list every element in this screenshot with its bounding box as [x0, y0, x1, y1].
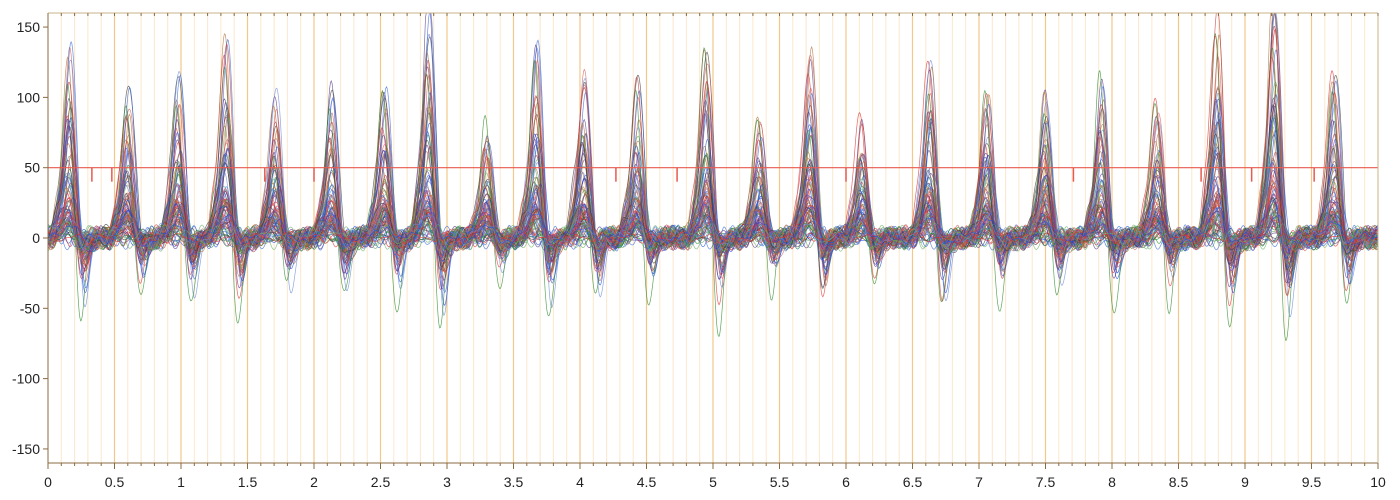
x-tick-label: 6.5: [903, 474, 923, 490]
series-line: [47, 12, 1378, 293]
x-tick-label: 0: [44, 474, 52, 490]
series-line: [47, 12, 1378, 288]
event-markers: [91, 167, 1315, 182]
x-tick-label: 8: [1108, 474, 1116, 490]
series-layer: [47, 12, 1378, 341]
y-tick-label: 150: [17, 19, 41, 35]
series-line: [47, 162, 1378, 251]
series-line: [47, 206, 1378, 247]
x-tick-label: 5.5: [770, 474, 790, 490]
x-tick-label: 4: [576, 474, 584, 490]
x-tick-label: 5: [709, 474, 717, 490]
series-line: [47, 181, 1378, 251]
y-tick-label: -100: [12, 371, 40, 387]
y-tick-label: -50: [20, 300, 40, 316]
series-line: [47, 104, 1378, 271]
x-ticks: 0 0.5 1 1.5 2 2.5 3 3.5 4 4.5 5 5.5 6 6.5 7 7.5 8 8.5 9 9.5…: [44, 13, 1386, 490]
x-tick-label: 7.5: [1036, 474, 1056, 490]
x-tick-label: 8.5: [1169, 474, 1189, 490]
x-tick-label: 0.5: [105, 474, 125, 490]
x-tick-label: 1.5: [238, 474, 258, 490]
x-tick-label: 3.5: [504, 474, 524, 490]
y-tick-label: 0: [32, 230, 40, 246]
x-tick-label: 2.5: [371, 474, 391, 490]
x-tick-label: 9: [1241, 474, 1249, 490]
x-tick-label: 3: [443, 474, 451, 490]
x-tick-label: 6: [842, 474, 850, 490]
x-tick-label: 9.5: [1302, 474, 1322, 490]
y-tick-label: 100: [17, 89, 41, 105]
series-line: [47, 186, 1378, 255]
series-line: [47, 179, 1378, 263]
x-tick-label: 4.5: [637, 474, 657, 490]
series-line: [47, 221, 1378, 253]
x-tick-label: 10: [1370, 474, 1386, 490]
y-tick-label: 50: [24, 160, 40, 176]
x-tick-label: 7: [975, 474, 983, 490]
x-tick-label: 1: [177, 474, 185, 490]
x-tick-label: 2: [310, 474, 318, 490]
series-line: [47, 231, 1378, 244]
y-ticks: 150 100 50 0 -50 -100 -150: [12, 19, 48, 457]
y-tick-label: -150: [12, 441, 40, 457]
